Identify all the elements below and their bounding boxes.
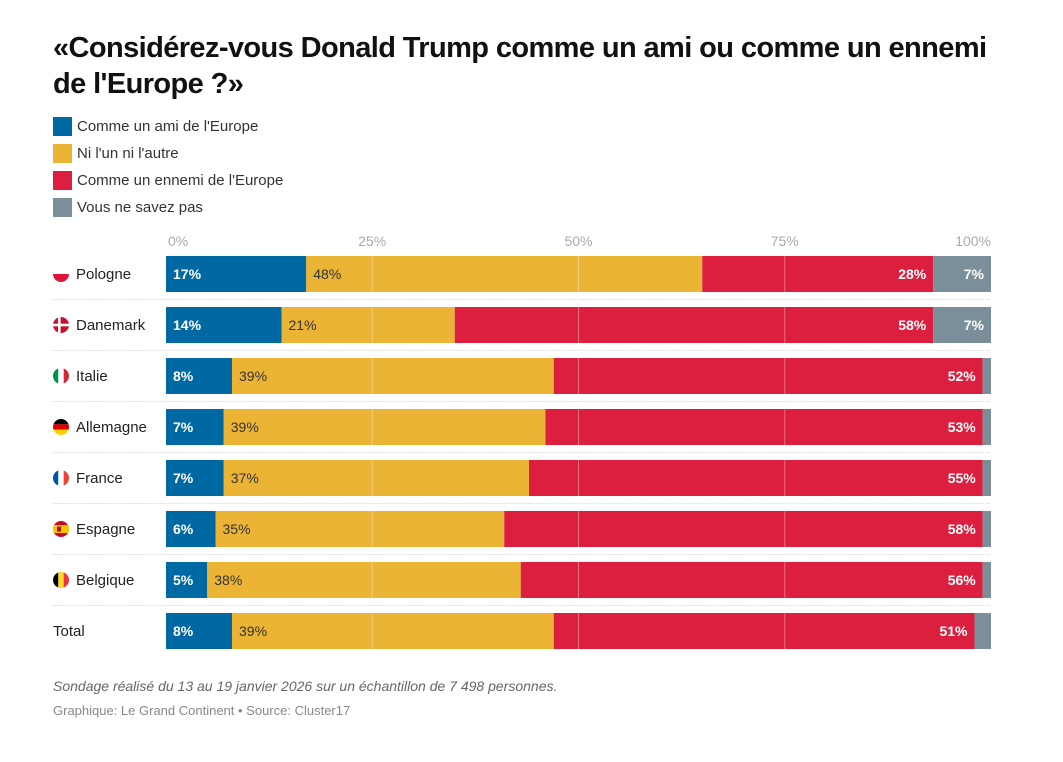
row-label-total: Total <box>53 623 85 640</box>
bar-segment-ennemi <box>454 307 934 343</box>
source-credit: Graphique: Le Grand Continent • Source: … <box>53 703 351 718</box>
bar-segment-ennemi <box>553 358 983 394</box>
row-label-belgique: Belgique <box>76 572 134 589</box>
belgium-flag-icon <box>53 572 69 588</box>
legend-swatch-unknown <box>53 198 72 217</box>
data-label: 37% <box>231 470 259 486</box>
bar-segment-unknown <box>982 409 991 445</box>
bar-segment-neither <box>223 409 546 445</box>
bar-segment-unknown <box>982 460 991 496</box>
data-label: 58% <box>898 317 927 333</box>
row-label-allemagne: Allemagne <box>76 419 147 436</box>
data-label: 8% <box>173 368 194 384</box>
bar-segment-unknown <box>982 511 991 547</box>
data-label: 7% <box>173 419 194 435</box>
data-label: 28% <box>898 266 927 282</box>
row-label-pologne: Pologne <box>76 266 131 283</box>
legend-label-neither: Ni l'un ni l'autre <box>77 145 179 162</box>
data-label: 17% <box>173 266 202 282</box>
data-label: 53% <box>948 419 977 435</box>
x-tick-label: 75% <box>771 233 799 249</box>
legend-label-ami: Comme un ami de l'Europe <box>77 118 259 135</box>
bar-segment-ennemi <box>529 460 983 496</box>
bar-segment-unknown <box>982 562 991 598</box>
survey-note: Sondage réalisé du 13 au 19 janvier 2026… <box>53 678 558 694</box>
legend: Comme un ami de l'Europe Ni l'un ni l'au… <box>53 113 283 221</box>
bar-segment-ami <box>166 307 282 343</box>
spain-flag-icon <box>53 521 69 537</box>
data-label: 5% <box>173 572 194 588</box>
data-label: 48% <box>313 266 341 282</box>
denmark-flag-icon <box>53 317 69 333</box>
bar-segment-ami <box>166 358 232 394</box>
bar-segment-ami <box>166 460 224 496</box>
bar-segment-neither <box>232 613 554 649</box>
bar-segment-neither <box>306 256 703 292</box>
bar-segment-neither <box>281 307 455 343</box>
data-label: 7% <box>173 470 194 486</box>
legend-label-unknown: Vous ne savez pas <box>77 199 203 216</box>
row-label-italie: Italie <box>76 368 108 385</box>
data-label: 38% <box>214 572 242 588</box>
data-label: 14% <box>173 317 202 333</box>
data-label: 21% <box>289 317 317 333</box>
bar-segment-unknown <box>974 613 991 649</box>
bar-segment-unknown <box>982 358 991 394</box>
bar-segment-neither <box>215 511 505 547</box>
data-label: 39% <box>239 623 267 639</box>
data-label: 55% <box>948 470 977 486</box>
data-label: 39% <box>231 419 259 435</box>
legend-swatch-neither <box>53 144 72 163</box>
bar-segment-ennemi <box>545 409 983 445</box>
data-label: 7% <box>964 266 985 282</box>
germany-flag-icon <box>53 419 69 435</box>
data-label: 58% <box>948 521 977 537</box>
data-label: 35% <box>223 521 251 537</box>
row-label-france: France <box>76 470 123 487</box>
bar-segment-ami <box>166 613 232 649</box>
bar-segment-unknown <box>933 307 991 343</box>
data-label: 51% <box>939 623 968 639</box>
data-label: 56% <box>948 572 977 588</box>
chart-title: «Considérez-vous Donald Trump comme un a… <box>53 32 987 100</box>
legend-item-ami: Comme un ami de l'Europe <box>53 113 283 140</box>
data-label: 52% <box>948 368 977 384</box>
bar-segment-ami <box>166 409 224 445</box>
data-label: 39% <box>239 368 267 384</box>
france-flag-icon <box>53 470 69 486</box>
data-label: 7% <box>964 317 985 333</box>
data-label: 8% <box>173 623 194 639</box>
bar-segment-ennemi <box>504 511 983 547</box>
bar-segment-neither <box>223 460 529 496</box>
x-tick-label: 100% <box>955 233 991 249</box>
bar-segment-ennemi <box>520 562 983 598</box>
data-label: 6% <box>173 521 194 537</box>
x-tick-label: 50% <box>564 233 592 249</box>
legend-item-ennemi: Comme un ennemi de l'Europe <box>53 167 283 194</box>
row-label-espagne: Espagne <box>76 521 135 538</box>
bar-segment-ennemi <box>702 256 934 292</box>
bar-segment-ami <box>166 256 307 292</box>
x-tick-label: 0% <box>168 233 188 249</box>
bar-segment-ami <box>166 511 216 547</box>
poland-flag-icon <box>53 266 69 282</box>
legend-swatch-ennemi <box>53 171 72 190</box>
legend-item-neither: Ni l'un ni l'autre <box>53 140 283 167</box>
legend-item-unknown: Vous ne savez pas <box>53 194 283 221</box>
bar-segment-neither <box>232 358 554 394</box>
bar-segment-neither <box>207 562 521 598</box>
bar-segment-unknown <box>933 256 991 292</box>
row-label-danemark: Danemark <box>76 317 146 334</box>
legend-swatch-ami <box>53 117 72 136</box>
bar-segment-ennemi <box>553 613 975 649</box>
x-tick-label: 25% <box>358 233 386 249</box>
italy-flag-icon <box>53 368 69 384</box>
legend-label-ennemi: Comme un ennemi de l'Europe <box>77 172 284 189</box>
bar-segment-ami <box>166 562 208 598</box>
stacked-bar-chart: 0% 25% 50% 75% 100% 17% 48% 28% 7% 14% 21% 58% 7% 8% 3… <box>53 233 991 649</box>
